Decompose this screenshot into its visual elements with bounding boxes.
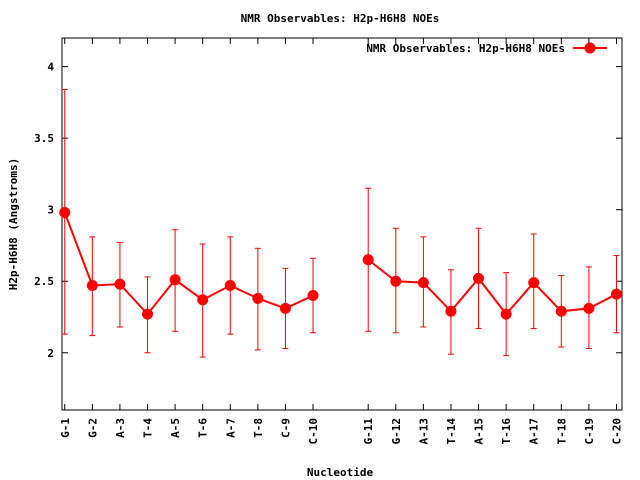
data-point-8 xyxy=(279,302,291,314)
data-point-13 xyxy=(445,305,457,317)
y-tick-label-2: 3 xyxy=(47,204,54,217)
y-tick-label-0: 2 xyxy=(47,347,54,360)
data-point-12 xyxy=(417,277,429,289)
x-tick-label-4: A-5 xyxy=(169,418,182,438)
x-tick-label-18: C-19 xyxy=(583,418,596,445)
series-lines xyxy=(63,212,617,316)
y-tick-label-4: 4 xyxy=(47,61,54,74)
y-tick-label-1: 2.5 xyxy=(34,275,54,288)
x-tick-label-2: A-3 xyxy=(114,418,127,438)
y-axis-label: H2p-H6H8 (Angstroms) xyxy=(7,158,20,290)
legend: NMR Observables: H2p-H6H8 NOEs xyxy=(366,42,607,55)
x-tick-label-17: T-18 xyxy=(555,418,568,445)
x-tick-label-8: C-9 xyxy=(279,418,292,438)
data-point-15 xyxy=(500,308,512,320)
y-tick-label-3: 3.5 xyxy=(34,132,54,145)
x-tick-label-12: A-13 xyxy=(417,418,430,445)
data-point-3 xyxy=(142,308,154,320)
data-point-5 xyxy=(197,294,209,306)
legend-label: NMR Observables: H2p-H6H8 NOEs xyxy=(366,42,565,55)
x-tick-label-1: G-2 xyxy=(86,418,99,438)
data-point-16 xyxy=(528,277,540,289)
data-point-0 xyxy=(59,207,71,219)
data-point-9 xyxy=(307,290,319,302)
x-tick-label-13: T-14 xyxy=(445,418,458,445)
data-point-7 xyxy=(252,292,264,304)
x-tick-label-9: C-10 xyxy=(307,418,320,445)
legend-marker xyxy=(584,42,596,54)
data-point-19 xyxy=(610,288,622,300)
x-tick-label-11: G-12 xyxy=(390,418,403,445)
x-tick-label-5: T-6 xyxy=(197,418,210,438)
chart-title: NMR Observables: H2p-H6H8 NOEs xyxy=(241,12,440,25)
data-points xyxy=(59,207,622,320)
x-tick-label-3: T-4 xyxy=(142,418,155,438)
data-point-17 xyxy=(555,305,567,317)
x-tick-label-10: G-11 xyxy=(362,418,375,445)
x-tick-label-19: C-20 xyxy=(610,418,623,445)
x-axis-label: Nucleotide xyxy=(307,466,374,479)
series-line-segment-1 xyxy=(367,258,617,316)
x-tick-label-14: A-15 xyxy=(473,418,486,445)
plot-frame xyxy=(61,37,623,411)
x-tick-label-15: T-16 xyxy=(500,418,513,445)
x-tick-label-7: T-8 xyxy=(252,418,265,438)
series-line-segment-0 xyxy=(63,212,314,316)
y-axis: 2 2.5 3 3.5 4 xyxy=(34,61,622,360)
data-point-1 xyxy=(86,280,98,292)
x-tick-label-6: A-7 xyxy=(224,418,237,438)
data-point-18 xyxy=(583,302,595,314)
data-point-11 xyxy=(390,275,402,287)
x-axis: G-1 G-2 A-3 T-4 A-5 T-6 A-7 T-8 C-9 C-10 G-11 G-12 A… xyxy=(59,38,623,445)
data-point-2 xyxy=(114,278,126,290)
x-tick-label-0: G-1 xyxy=(59,418,72,438)
data-point-6 xyxy=(224,280,236,292)
x-tick-label-16: A-17 xyxy=(528,418,541,445)
data-point-4 xyxy=(169,274,181,286)
data-point-14 xyxy=(473,272,485,284)
data-point-10 xyxy=(362,254,374,266)
